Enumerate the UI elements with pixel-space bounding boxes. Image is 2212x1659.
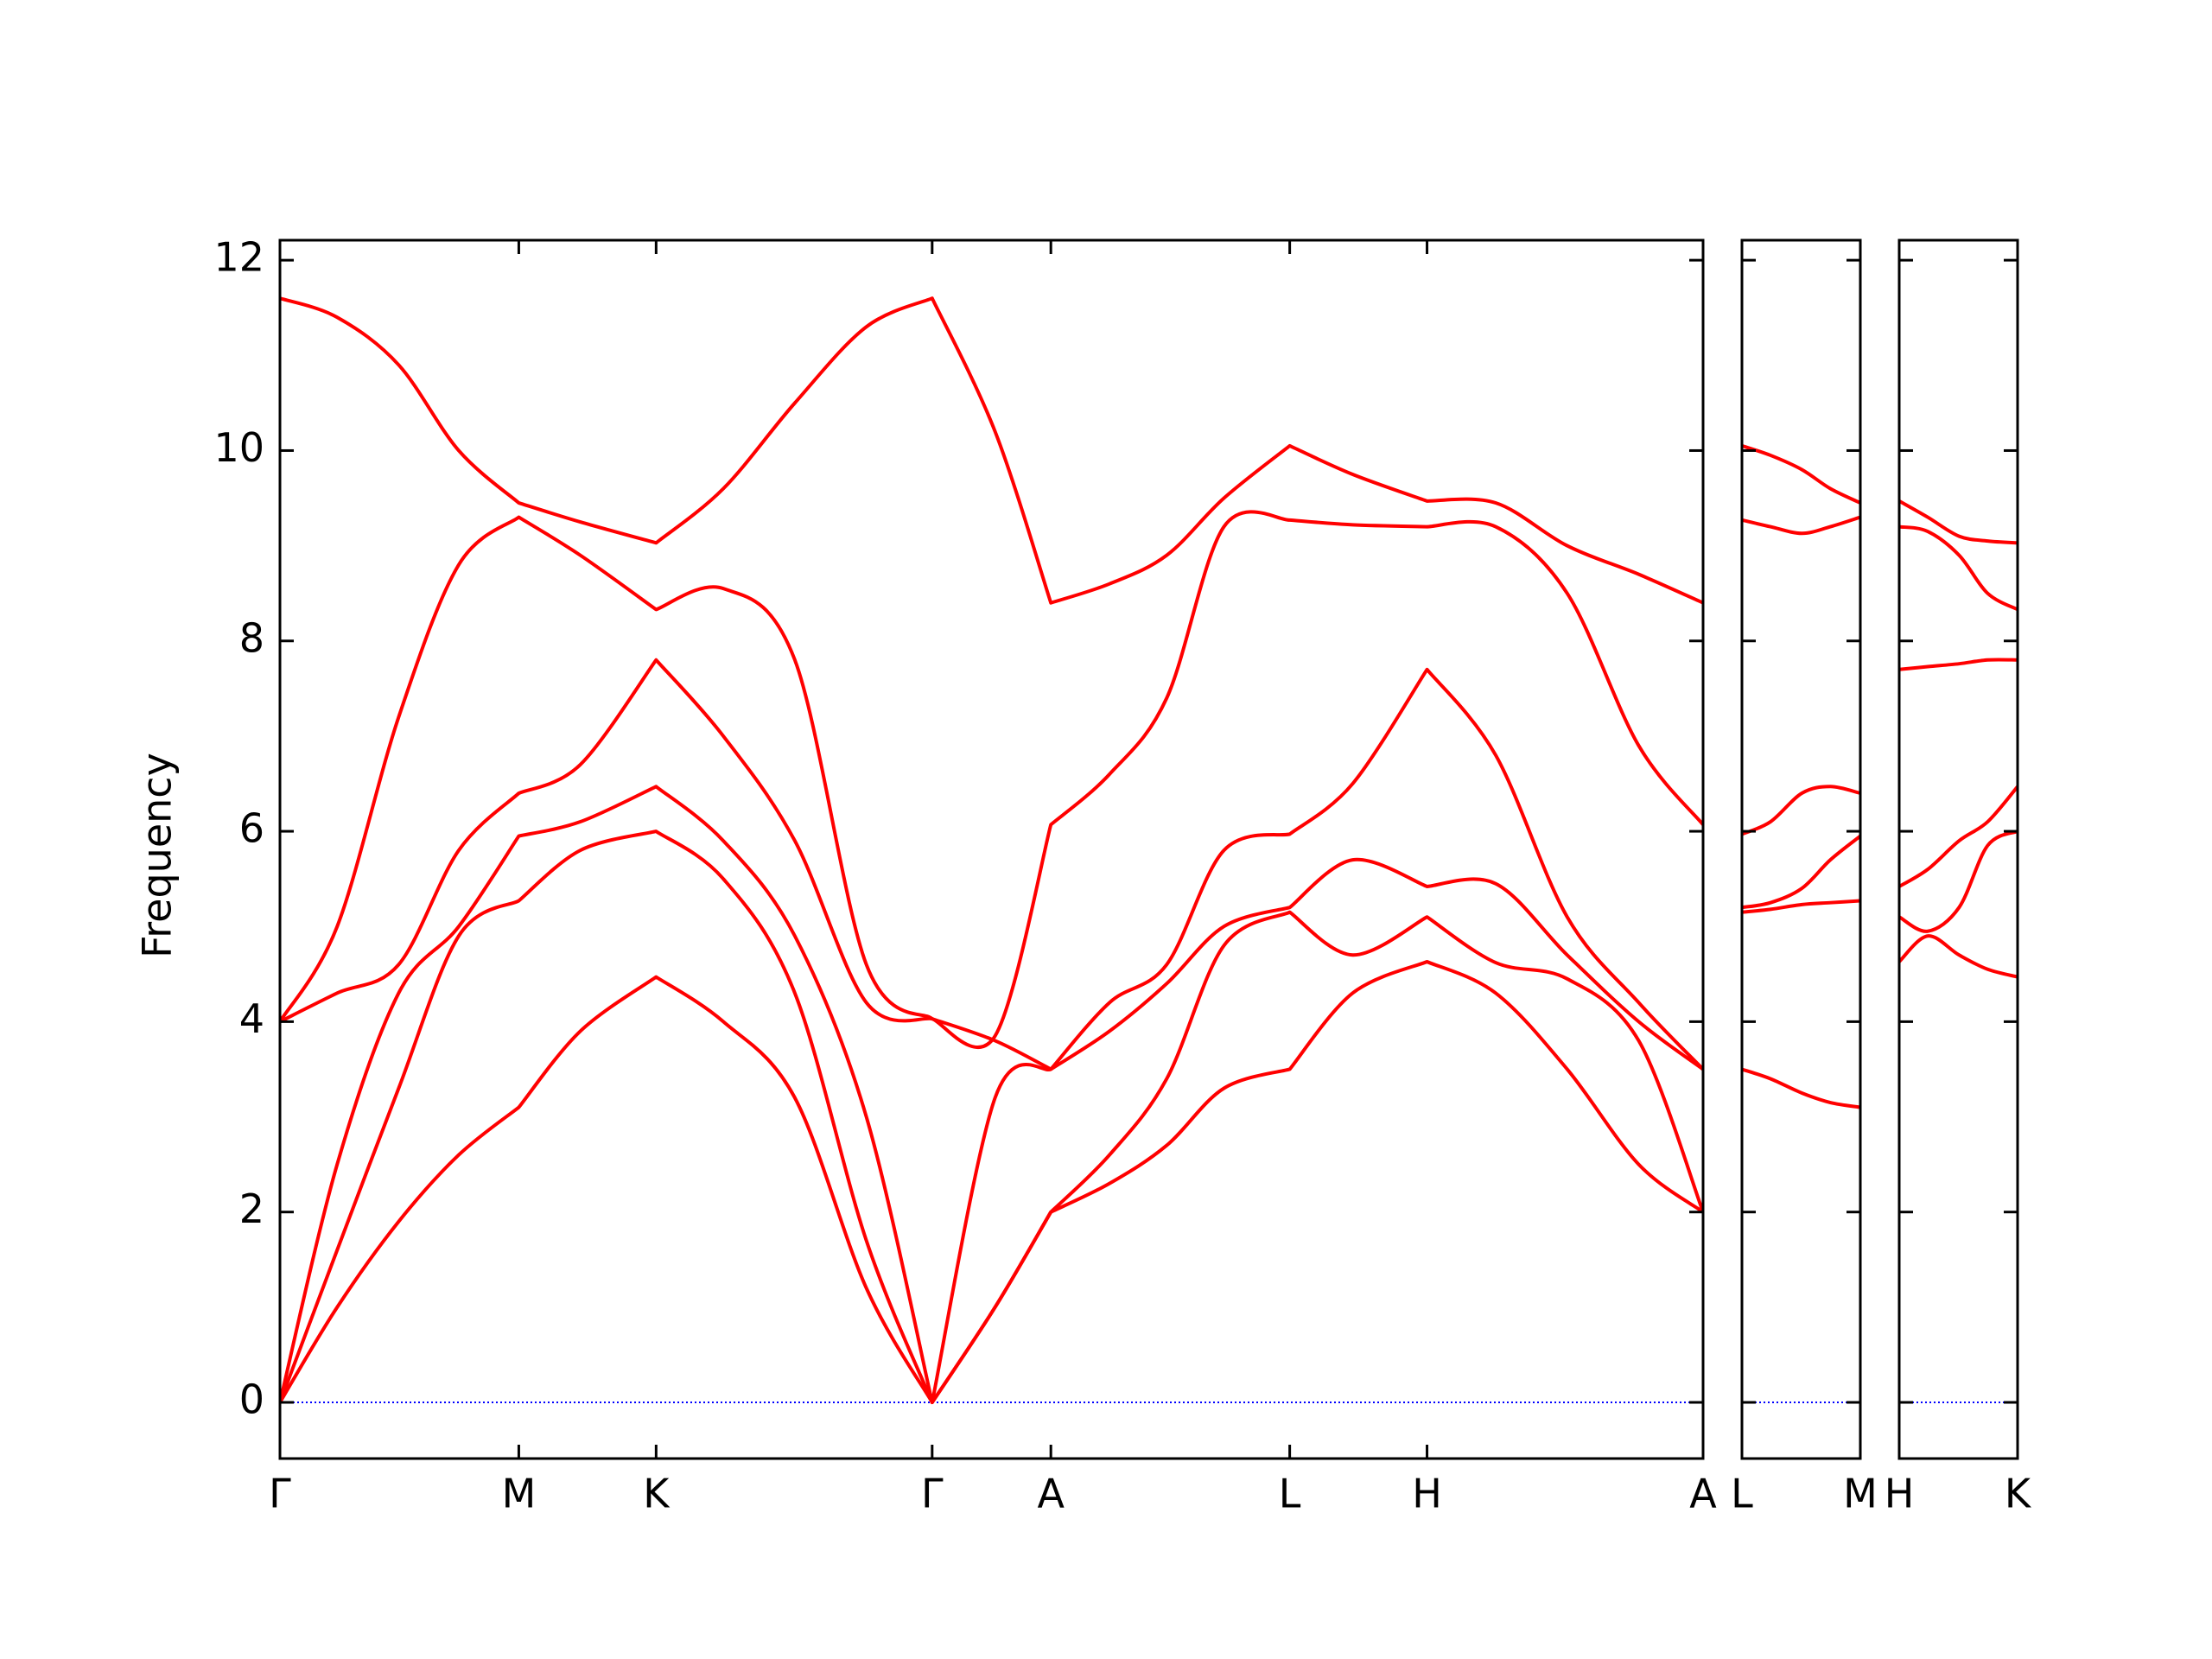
plot-frame [1897, 238, 2019, 1460]
x-tick-label: L [1731, 1471, 1753, 1517]
x-tick-label: Γ [269, 1471, 291, 1517]
x-tick-label: M [502, 1471, 537, 1517]
x-tick-label: K [2005, 1471, 2032, 1517]
band-line [1742, 1067, 1860, 1109]
band-line [280, 785, 1703, 1405]
band-line [1742, 515, 1860, 536]
band-line [280, 658, 1703, 1071]
band-line [1899, 830, 2018, 933]
band-line [1899, 785, 2018, 888]
x-tick-label: M [1843, 1471, 1878, 1517]
band-line [1899, 658, 2018, 671]
band-line [1742, 835, 1860, 910]
y-tick-label: 12 [213, 234, 264, 281]
band-line [280, 510, 1703, 1050]
y-tick-label: 4 [239, 995, 264, 1042]
x-tick-label: K [643, 1471, 671, 1517]
x-tick-label: H [1412, 1471, 1442, 1517]
x-tick-label: Γ [921, 1471, 944, 1517]
band-line [1899, 499, 2018, 545]
band-line [1899, 934, 2018, 979]
y-tick-label: 10 [213, 424, 264, 471]
y-tick-label: 6 [239, 805, 264, 852]
band-line [280, 959, 1703, 1405]
band-line [1742, 899, 1860, 914]
band-line [1742, 444, 1860, 505]
y-axis-label: Frequency [134, 753, 181, 958]
x-tick-label: A [1689, 1471, 1717, 1517]
x-tick-label: L [1279, 1471, 1301, 1517]
band-line [280, 296, 1703, 605]
plot-frame [278, 238, 1705, 1460]
x-tick-label: A [1037, 1471, 1065, 1517]
y-tick-label: 2 [239, 1185, 264, 1232]
x-tick-label: H [1885, 1471, 1915, 1517]
band-line [1742, 785, 1860, 836]
band-line [280, 830, 1703, 1405]
band-line [1899, 524, 2018, 612]
y-tick-label: 0 [239, 1376, 264, 1423]
y-tick-label: 8 [239, 614, 264, 661]
plot-frame [1740, 238, 1862, 1460]
